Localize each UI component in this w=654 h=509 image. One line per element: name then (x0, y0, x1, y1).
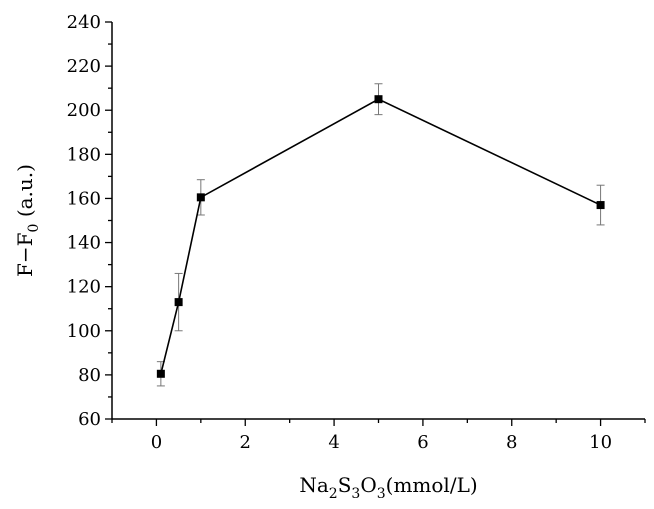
data-point (156, 369, 165, 378)
x-tick-label: 10 (589, 432, 612, 453)
x-title-sub1: 2 (329, 486, 338, 502)
y-tick-label: 60 (78, 409, 101, 430)
error-bars (156, 83, 605, 387)
x-title-sub3: 3 (377, 486, 386, 502)
ticks: 60 80 100 120 140 160 180 200 220 240 0 2 4 6 8 10 (67, 12, 646, 453)
y-tick-label: 120 (67, 277, 101, 298)
series-line (160, 98, 601, 374)
y-axis-title: F−F0 (a.u.) (13, 164, 42, 277)
x-title-mid2: O (360, 473, 376, 497)
y-title-tail: (a.u.) (13, 164, 37, 223)
x-tick-label: 6 (417, 432, 428, 453)
x-title-base: Na (299, 473, 329, 497)
x-tick-label: 4 (328, 432, 339, 453)
data-point (174, 298, 183, 307)
data-markers (156, 95, 605, 378)
y-tick-label: 220 (67, 56, 101, 77)
x-title-mid1: S (338, 473, 352, 497)
data-point (374, 95, 383, 104)
axes (111, 22, 645, 420)
x-axis-title: Na2S3O3(mmol/L) (299, 473, 477, 502)
y-tick-label: 180 (67, 144, 101, 165)
y-tick-label: 80 (78, 365, 101, 386)
x-tick-label: 2 (240, 432, 251, 453)
y-tick-label: 140 (67, 233, 101, 254)
x-tick-label: 8 (506, 432, 517, 453)
y-tick-label: 240 (67, 12, 101, 33)
x-tick-label: 0 (151, 432, 162, 453)
data-point (196, 193, 205, 202)
y-title-sub: 0 (26, 224, 42, 233)
y-tick-label: 100 (67, 321, 101, 342)
x-title-tail: (mmol/L) (386, 473, 478, 497)
x-title-sub2: 3 (351, 486, 360, 502)
data-point (596, 201, 605, 210)
y-title-base: F−F (13, 232, 37, 277)
y-tick-label: 200 (67, 100, 101, 121)
y-tick-label: 160 (67, 188, 101, 209)
